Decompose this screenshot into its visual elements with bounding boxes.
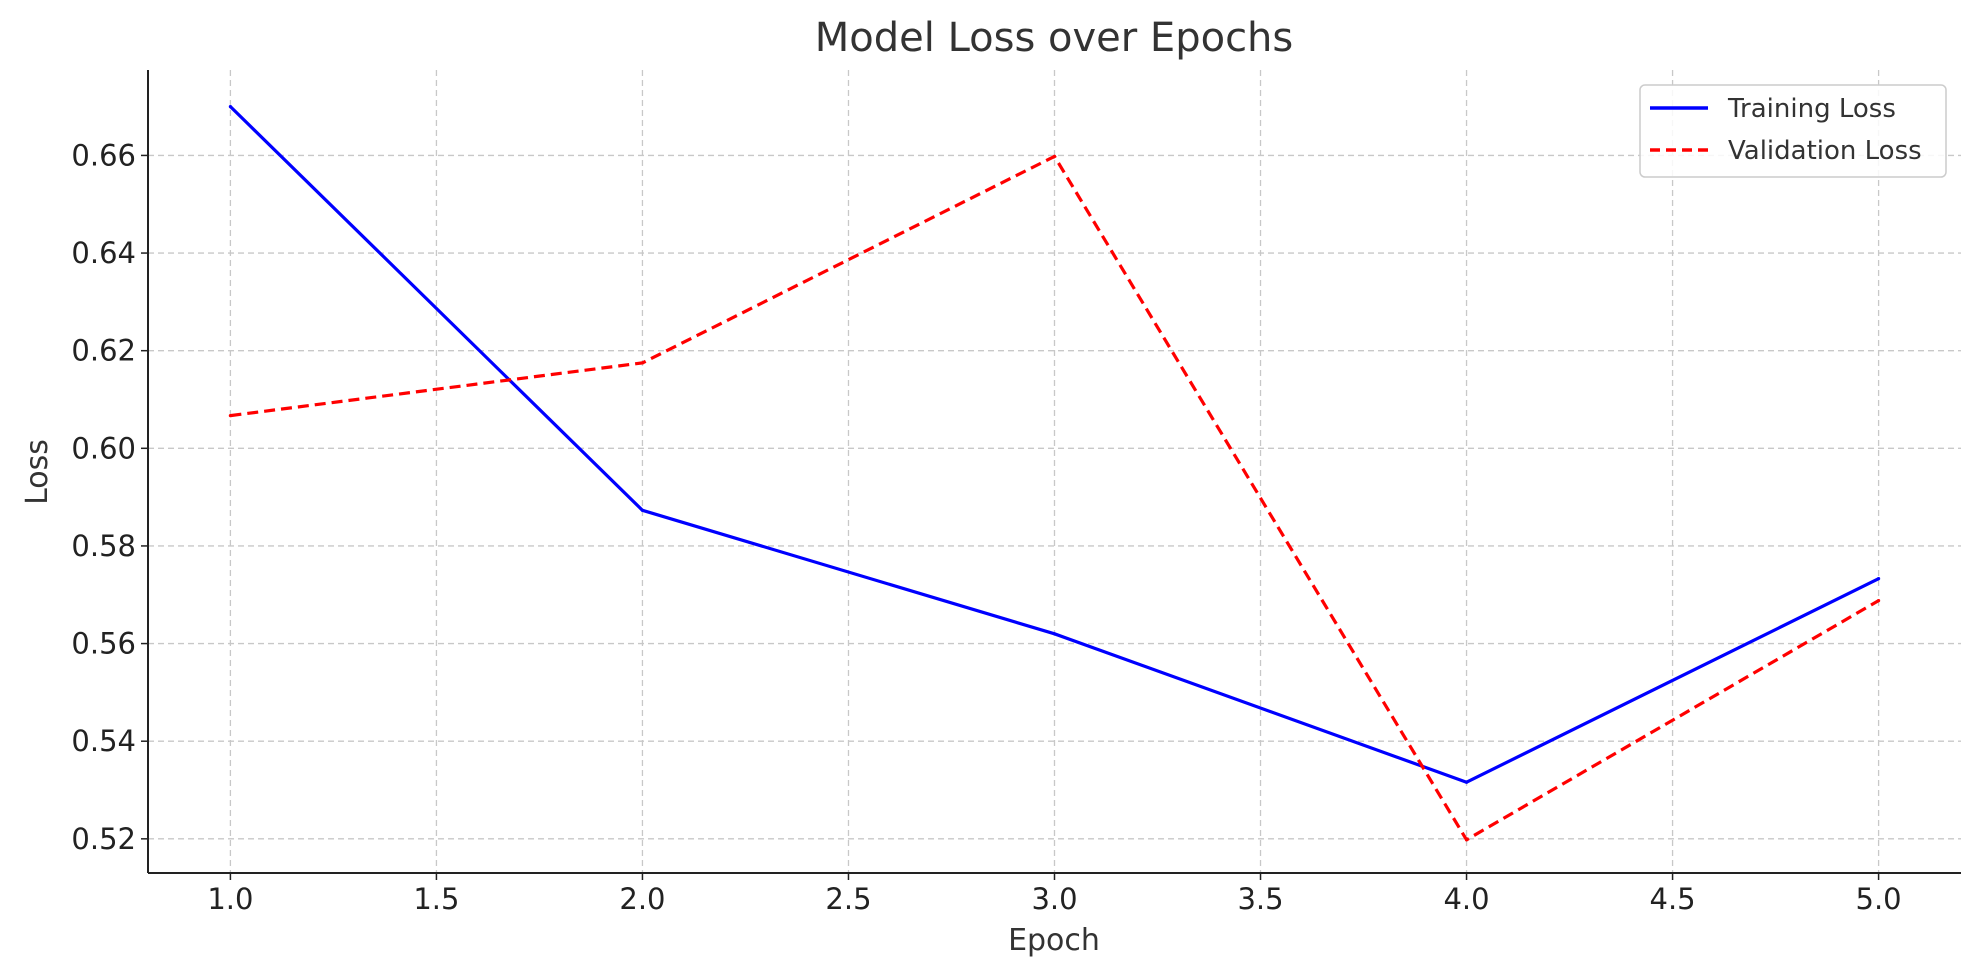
legend: Training Loss Validation Loss bbox=[1639, 84, 1947, 178]
x-tick-label: 3.0 bbox=[1031, 882, 1077, 916]
grid-lines bbox=[148, 70, 1961, 873]
data-point-training-loss bbox=[640, 508, 645, 512]
x-tick-label: 4.0 bbox=[1443, 882, 1489, 916]
series-lines bbox=[228, 105, 1881, 842]
y-tick-label: 0.58 bbox=[71, 529, 136, 563]
y-axis-ticks: 0.52 0.54 0.56 0.58 0.60 0.62 0.64 0.66 bbox=[71, 138, 148, 856]
y-tick-label: 0.62 bbox=[71, 334, 136, 368]
data-point-training-loss bbox=[1052, 632, 1057, 636]
chart-title: Model Loss over Epochs bbox=[815, 15, 1294, 61]
legend-box bbox=[1639, 84, 1947, 178]
x-tick-label: 1.5 bbox=[413, 882, 459, 916]
data-point-validation-loss bbox=[640, 361, 645, 365]
y-tick-label: 0.56 bbox=[71, 627, 136, 661]
data-point-training-loss bbox=[1876, 577, 1881, 581]
data-point-training-loss bbox=[1464, 780, 1469, 784]
data-point-training-loss bbox=[228, 105, 233, 109]
legend-label-training-loss: Training Loss bbox=[1727, 94, 1896, 124]
data-point-validation-loss bbox=[1464, 838, 1469, 842]
y-axis-label: Loss bbox=[20, 439, 55, 505]
x-tick-label: 2.0 bbox=[619, 882, 665, 916]
data-point-validation-loss bbox=[1876, 599, 1881, 603]
y-tick-label: 0.52 bbox=[71, 822, 136, 856]
data-point-validation-loss bbox=[1052, 154, 1057, 159]
x-tick-label: 2.5 bbox=[825, 882, 871, 916]
data-point-validation-loss bbox=[228, 414, 233, 418]
y-tick-label: 0.66 bbox=[71, 138, 136, 172]
x-tick-label: 4.5 bbox=[1650, 882, 1696, 916]
y-tick-label: 0.64 bbox=[71, 236, 136, 270]
y-tick-label: 0.54 bbox=[71, 724, 136, 758]
y-tick-label: 0.60 bbox=[71, 431, 136, 465]
x-axis-label: Epoch bbox=[1008, 923, 1100, 958]
x-axis-ticks: 1.0 1.5 2.0 2.5 3.0 3.5 4.0 4.5 5.0 bbox=[207, 873, 1902, 916]
x-tick-label: 3.5 bbox=[1237, 882, 1283, 916]
series-line-validation-loss bbox=[230, 154, 1880, 842]
x-tick-label: 5.0 bbox=[1856, 882, 1902, 916]
legend-label-validation-loss: Validation Loss bbox=[1728, 136, 1922, 166]
x-tick-label: 1.0 bbox=[207, 882, 253, 916]
